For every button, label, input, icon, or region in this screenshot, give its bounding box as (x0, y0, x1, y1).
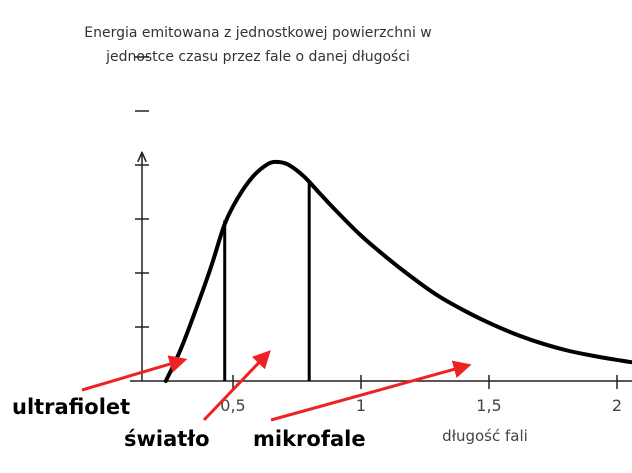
x-tick-label: 0,5 (220, 396, 245, 415)
annotation-label: światło (124, 427, 210, 451)
annotation-arrow (202, 350, 271, 422)
annotation-label: mikrofale (253, 427, 366, 451)
series-curves (163, 159, 632, 383)
x-axis-ticks: 0,511,522,53 (220, 375, 622, 415)
annotations: ultrafiolet światło mikrofale (12, 350, 472, 451)
x-axis-label: długość fali (442, 427, 528, 445)
y-axis-label-line-1: Energia emitowana z jednostkowej powierz… (84, 25, 432, 41)
x-tick-label: 1,5 (476, 396, 501, 415)
region-divider-lines (223, 180, 311, 381)
x-tick-label: 2 (612, 396, 622, 415)
y-axis-label-line-2: jednostce czasu przez fale o danej długo… (105, 49, 410, 65)
annotation-arrow (270, 360, 472, 422)
annotation-arrow (81, 355, 188, 392)
emission-curve (163, 159, 632, 383)
x-tick-label: 1 (356, 396, 366, 415)
annotation-label: ultrafiolet (12, 395, 130, 419)
